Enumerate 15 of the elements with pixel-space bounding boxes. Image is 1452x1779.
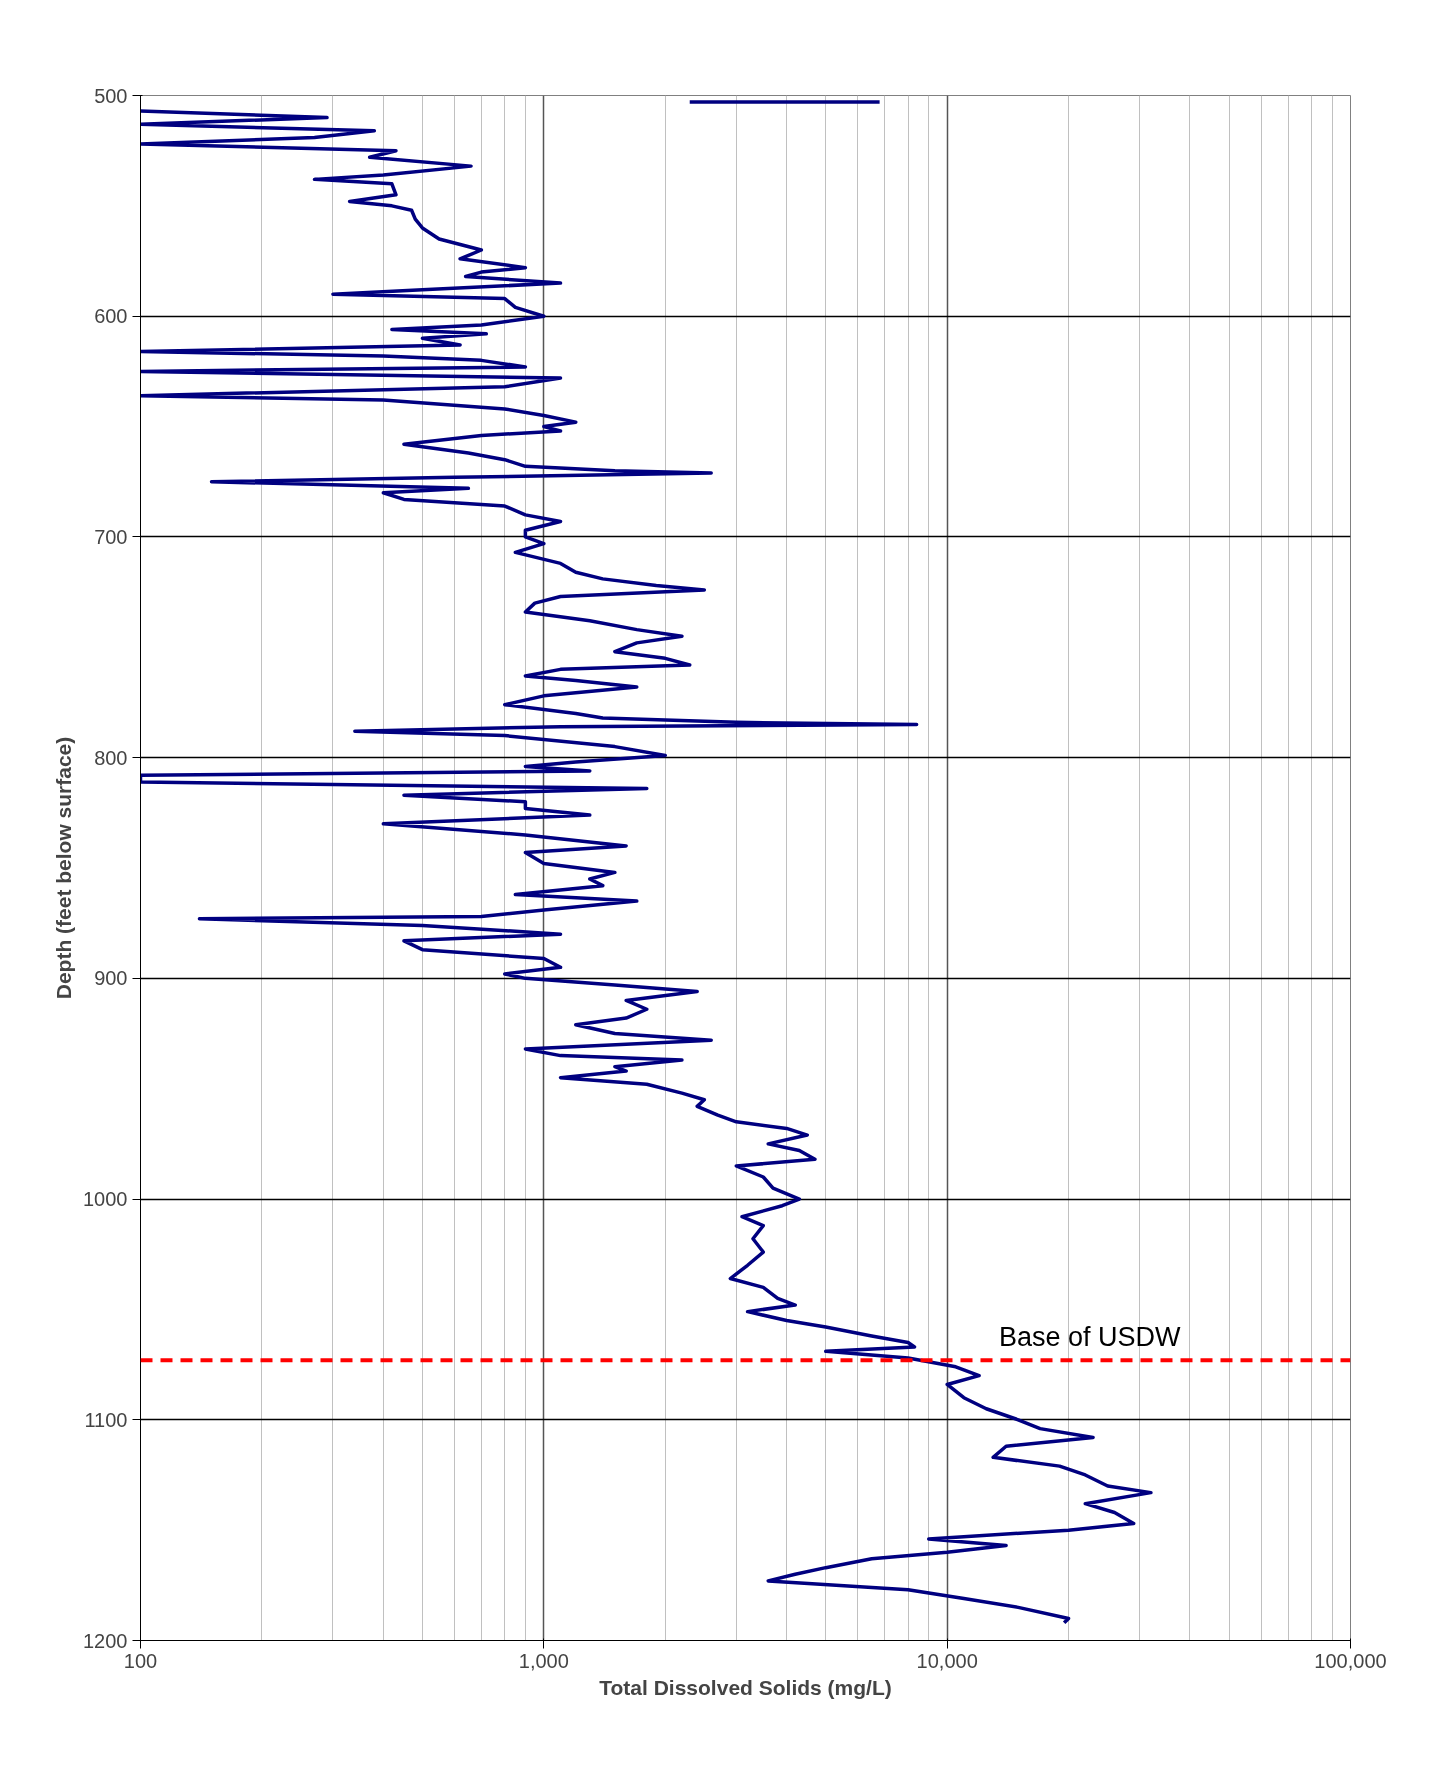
y-tick-label: 1000	[83, 1188, 128, 1211]
ref-line-label: Base of USDW	[998, 1322, 1182, 1353]
x-tick-label: 100	[123, 1649, 158, 1672]
x-axis-title: Total Dissolved Solids (mg/L)	[599, 1675, 892, 1699]
x-tick-label: 10,000	[916, 1649, 978, 1672]
x-tick-label: 100,000	[1314, 1649, 1387, 1672]
y-tick-label: 900	[94, 967, 128, 990]
y-tick-label: 1100	[84, 1408, 128, 1431]
x-tick-label: 1,000	[518, 1649, 569, 1672]
y-tick-label: 800	[94, 746, 128, 769]
y-tick-label: 500	[94, 84, 128, 107]
y-tick-label: 1200	[83, 1629, 128, 1652]
y-tick-label: 600	[94, 305, 128, 328]
y-axis-title: Depth (feet below surface)	[52, 736, 76, 1000]
y-tick-label: 700	[94, 525, 128, 548]
